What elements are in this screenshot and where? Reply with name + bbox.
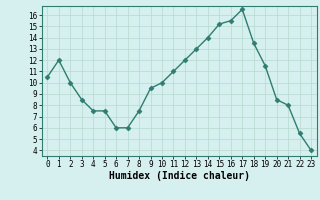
X-axis label: Humidex (Indice chaleur): Humidex (Indice chaleur): [109, 171, 250, 181]
